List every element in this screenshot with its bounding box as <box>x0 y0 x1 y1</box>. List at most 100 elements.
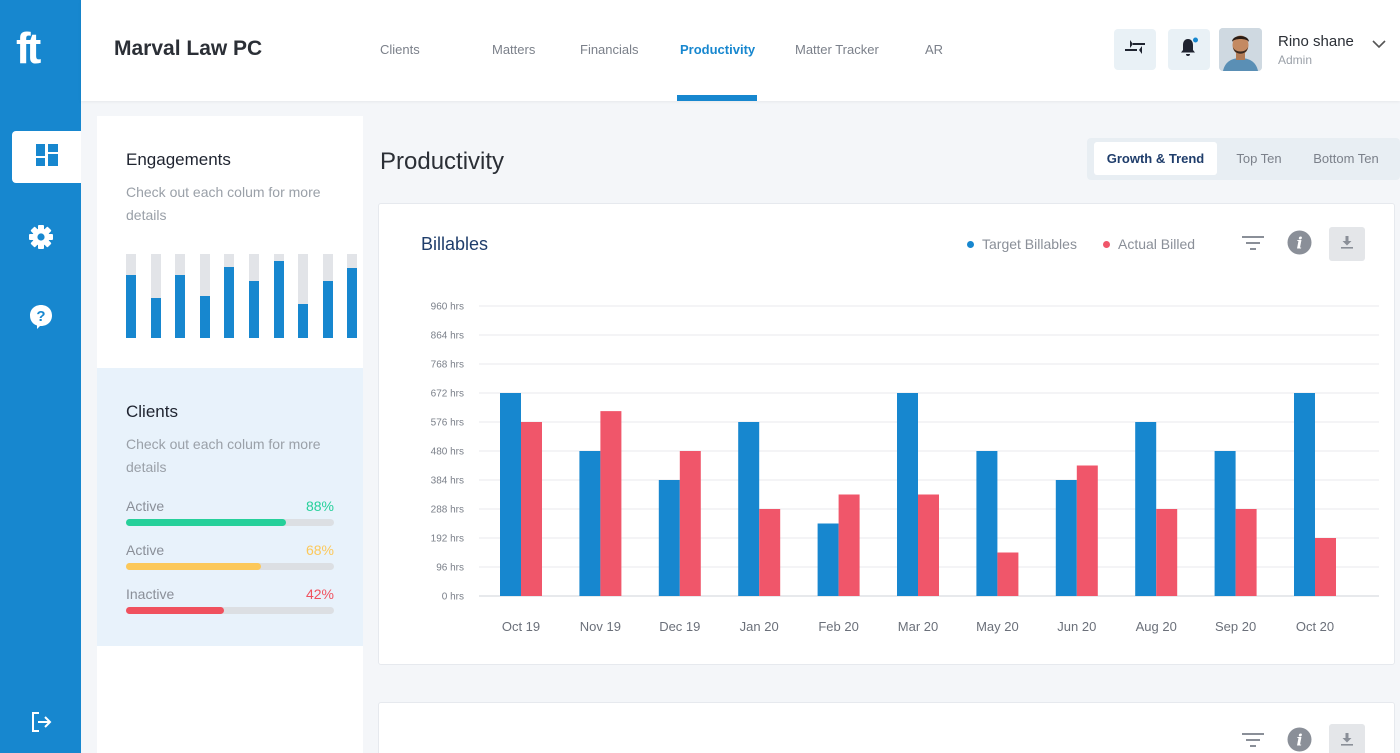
page-title: Productivity <box>380 148 505 175</box>
bar-actual-billed[interactable] <box>997 552 1019 597</box>
client-progress-row: Active 88% <box>126 498 334 534</box>
svg-text:?: ? <box>36 308 45 325</box>
legend-label-actual: Actual Billed <box>1118 236 1196 252</box>
top-bar: Marval Law PC Clients Matters Financials… <box>81 0 1400 101</box>
engagement-bar[interactable] <box>298 254 309 338</box>
bar-actual-billed[interactable] <box>521 422 542 596</box>
legend-dot-actual <box>1103 240 1110 248</box>
client-progress-fill <box>126 563 262 570</box>
bar-actual-billed[interactable] <box>1315 538 1336 596</box>
client-progress-value: 88% <box>305 498 334 514</box>
engagement-bar[interactable] <box>224 254 235 338</box>
bar-actual-billed[interactable] <box>679 451 701 596</box>
nav-productivity[interactable]: Productivity <box>680 42 756 57</box>
info-button[interactable]: i <box>1285 230 1313 260</box>
bar-target-billables[interactable] <box>1294 393 1315 596</box>
notifications-button[interactable] <box>1168 29 1210 70</box>
engagement-bar[interactable] <box>126 254 136 338</box>
engagement-bar-fill <box>175 275 186 338</box>
nav-ar[interactable]: AR <box>925 42 944 57</box>
view-segmented-control: Growth & Trend Top Ten Bottom Ten <box>1087 138 1400 180</box>
engagement-bar-fill <box>322 280 333 338</box>
nav-clients[interactable]: Clients <box>380 42 420 57</box>
engagement-bar[interactable] <box>249 254 259 338</box>
app-logo[interactable]: ft <box>16 24 41 73</box>
legend-target-billables[interactable]: Target Billables <box>967 236 1077 252</box>
download-button[interactable] <box>1329 227 1365 261</box>
rail-dashboard-button[interactable] <box>12 131 81 183</box>
left-rail: ft ? <box>0 0 81 753</box>
bar-target-billables[interactable] <box>1055 480 1077 596</box>
x-tick-label: Oct 19 <box>502 619 540 634</box>
bar-actual-billed[interactable] <box>1156 509 1178 596</box>
x-tick-label: Nov 19 <box>580 619 621 634</box>
bar-target-billables[interactable] <box>817 523 839 597</box>
rail-logout-button[interactable] <box>0 698 81 750</box>
rail-settings-button[interactable] <box>0 213 81 265</box>
segment-growth-trend[interactable]: Growth & Trend <box>1094 142 1217 175</box>
gear-icon <box>28 224 54 255</box>
bell-icon <box>1178 36 1200 63</box>
bar-target-billables[interactable] <box>897 393 918 596</box>
bar-actual-billed[interactable] <box>838 494 860 597</box>
y-tick-label: 192 hrs <box>431 534 464 545</box>
filter-button[interactable] <box>1240 232 1266 258</box>
nav-financials[interactable]: Financials <box>580 42 639 57</box>
download-icon <box>1340 732 1354 751</box>
engagement-bar[interactable] <box>199 254 210 338</box>
bar-target-billables[interactable] <box>1214 451 1236 596</box>
engagement-bar-fill <box>199 296 210 338</box>
legend-actual-billed[interactable]: Actual Billed <box>1103 236 1195 252</box>
bar-actual-billed[interactable] <box>600 411 622 596</box>
nav-matter-tracker[interactable]: Matter Tracker <box>795 42 879 57</box>
y-tick-label: 288 hrs <box>431 505 464 516</box>
user-avatar[interactable] <box>1219 28 1262 71</box>
x-tick-label: Jan 20 <box>740 619 779 634</box>
info-button-2[interactable]: i <box>1285 727 1313 753</box>
x-tick-label: Feb 20 <box>818 619 858 634</box>
client-progress-fill <box>126 607 224 614</box>
segment-top-ten[interactable]: Top Ten <box>1236 151 1282 166</box>
download-button-2[interactable] <box>1329 724 1365 753</box>
help-icon: ? <box>29 304 53 335</box>
clients-card: Clients Check out each colum for more de… <box>97 368 363 646</box>
bar-actual-billed[interactable] <box>1076 465 1098 597</box>
engagement-bar[interactable] <box>273 254 284 338</box>
x-tick-label: May 20 <box>976 619 1019 634</box>
user-menu-toggle[interactable] <box>1371 36 1387 57</box>
client-progress-row: Active 68% <box>126 542 334 578</box>
y-tick-label: 672 hrs <box>431 389 464 400</box>
bar-target-billables[interactable] <box>1135 422 1157 596</box>
segment-bottom-ten[interactable]: Bottom Ten <box>1313 151 1379 166</box>
bar-target-billables[interactable] <box>500 393 521 596</box>
x-tick-label: Oct 20 <box>1296 619 1334 634</box>
download-icon <box>1340 235 1354 254</box>
engagement-bar-fill <box>150 297 161 338</box>
rail-help-button[interactable]: ? <box>0 293 81 345</box>
engagement-bar-fill <box>224 266 235 338</box>
nav-active-indicator <box>677 95 757 101</box>
engagement-bar[interactable] <box>150 254 161 338</box>
second-chart-card: i <box>378 702 1395 753</box>
switch-button[interactable] <box>1114 29 1156 70</box>
bar-target-billables[interactable] <box>579 451 601 596</box>
filter-button-2[interactable] <box>1240 729 1266 753</box>
bar-target-billables[interactable] <box>738 422 760 596</box>
y-tick-label: 480 hrs <box>431 447 464 458</box>
engagement-bar[interactable] <box>322 254 333 338</box>
nav-matters[interactable]: Matters <box>492 42 536 57</box>
y-tick-label: 576 hrs <box>431 418 464 429</box>
bar-actual-billed[interactable] <box>1235 509 1257 596</box>
bar-target-billables[interactable] <box>658 480 680 596</box>
engagement-bar[interactable] <box>347 254 358 338</box>
bar-target-billables[interactable] <box>976 451 998 596</box>
engagement-bar[interactable] <box>175 254 186 338</box>
billables-chart: 960 hrs 864 hrs 768 hrs 672 hrs 576 hrs 480 h… <box>431 302 1379 634</box>
info-icon: i <box>1287 230 1312 260</box>
client-progress-label: Active <box>126 498 165 514</box>
client-progress-label: Inactive <box>126 586 175 602</box>
y-tick-label: 96 hrs <box>436 563 464 574</box>
engagement-bar-fill <box>249 280 259 338</box>
bar-actual-billed[interactable] <box>918 494 939 597</box>
bar-actual-billed[interactable] <box>759 509 781 596</box>
